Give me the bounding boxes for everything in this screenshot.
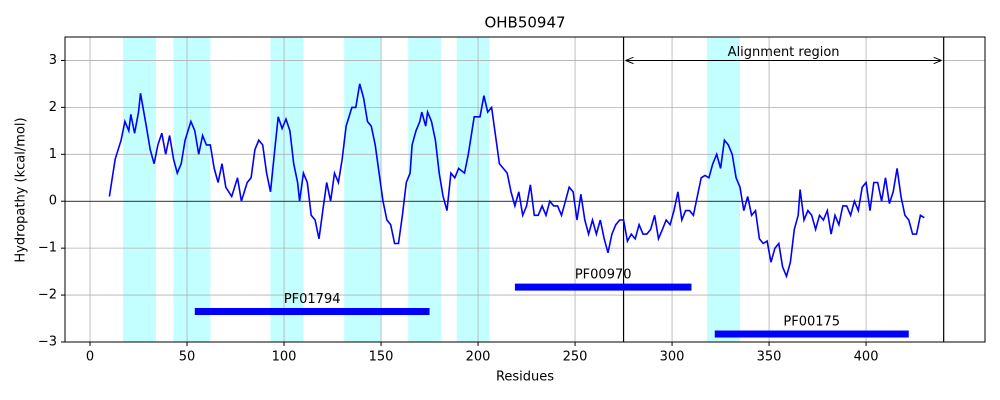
y-tick-label: −1	[38, 241, 57, 256]
highlight-region	[706, 37, 740, 342]
y-tick-label: 2	[49, 100, 57, 115]
highlight-region	[173, 37, 211, 342]
domain-bar	[514, 283, 692, 291]
plot-frame	[64, 36, 986, 343]
x-tick-label: 100	[272, 350, 297, 365]
y-tick-label: 3	[49, 53, 57, 68]
x-tick-label: 50	[179, 350, 196, 365]
domain-bar	[194, 308, 430, 315]
chart-title: OHB50947	[484, 14, 565, 32]
x-tick-label: 250	[563, 350, 588, 365]
x-tick-label: 0	[86, 350, 94, 365]
x-axis-label: Residues	[496, 370, 554, 385]
domain-label: PF00175	[783, 315, 840, 330]
highlight-region	[456, 37, 490, 342]
y-tick-label: 0	[49, 194, 57, 209]
highlight-region	[123, 37, 156, 342]
domain-bar	[714, 330, 909, 338]
x-tick-label: 150	[369, 350, 394, 365]
annotation: Alignment region	[728, 45, 840, 60]
hydropathy-line	[108, 83, 925, 279]
x-tick-label: 350	[757, 350, 782, 365]
y-axis-label: Hydropathy (kcal/mol)	[14, 117, 29, 262]
y-tick-label: 1	[49, 147, 57, 162]
x-tick-label: 200	[466, 350, 491, 365]
y-tick-label: −3	[38, 335, 57, 350]
domain-label: PF00970	[575, 268, 632, 283]
domain-label: PF01794	[284, 292, 341, 307]
highlight-region	[408, 37, 442, 342]
y-tick-label: −2	[38, 288, 57, 303]
highlight-region	[344, 37, 382, 342]
x-tick-label: 300	[660, 350, 685, 365]
x-tick-label: 400	[854, 350, 879, 365]
